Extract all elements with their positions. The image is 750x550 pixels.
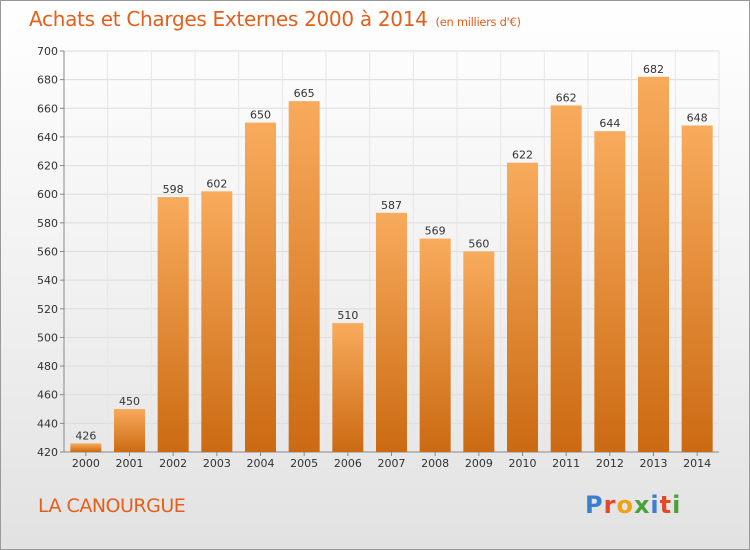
logo-letter: x — [633, 491, 651, 519]
logo-letter: i — [672, 491, 682, 519]
y-tick-label: 620 — [37, 160, 58, 173]
x-tick-label: 2010 — [509, 457, 537, 470]
bar — [594, 131, 626, 452]
location-name: LA CANOURGUE — [38, 495, 186, 517]
logo-letter: P — [585, 491, 604, 519]
y-tick-label: 560 — [37, 246, 58, 259]
bar — [681, 125, 713, 452]
value-label: 622 — [512, 149, 533, 162]
value-label: 650 — [250, 109, 271, 122]
value-label: 426 — [75, 429, 96, 442]
bar — [507, 162, 538, 452]
value-label: 587 — [381, 199, 402, 212]
value-label: 682 — [643, 63, 664, 76]
x-tick-label: 2007 — [378, 457, 406, 470]
y-tick-label: 440 — [37, 417, 58, 430]
x-tick-label: 2005 — [290, 457, 318, 470]
y-tick-labels: 420 440 460 480 500 520 540 560 580 600 620 640 660 6… — [37, 45, 58, 459]
value-label: 665 — [294, 87, 315, 100]
y-tick-label: 540 — [37, 274, 58, 287]
x-tick-label: 2012 — [596, 457, 624, 470]
x-tick-label: 2011 — [552, 457, 580, 470]
x-tick-label: 2002 — [159, 457, 187, 470]
bar — [70, 443, 102, 452]
chart-title-text: Achats et Charges Externes 2000 à 2014 — [29, 7, 428, 31]
y-tick-label: 680 — [37, 74, 58, 87]
value-label: 644 — [599, 117, 620, 130]
bar — [288, 101, 320, 452]
bar — [463, 251, 495, 452]
value-label: 510 — [337, 309, 358, 322]
logo-letter: i — [650, 491, 660, 519]
value-label: 598 — [163, 183, 184, 196]
x-tick-label: 2000 — [72, 457, 100, 470]
x-tick-label: 2001 — [116, 457, 144, 470]
y-tick-label: 600 — [37, 188, 58, 201]
value-label: 560 — [468, 238, 489, 251]
value-label: 450 — [119, 395, 140, 408]
y-tick-label: 640 — [37, 131, 58, 144]
logo-letter: o — [616, 491, 634, 519]
value-labels: 426 450 598 602 650 665 510 587 569 560 622 662 644 6… — [75, 63, 707, 443]
x-tick-label: 2014 — [683, 457, 711, 470]
y-tick-label: 460 — [37, 389, 58, 402]
bar — [419, 238, 451, 452]
bar — [201, 191, 233, 452]
logo-letter: r — [603, 491, 617, 519]
y-tick-label: 480 — [37, 360, 58, 373]
value-label: 662 — [556, 91, 577, 104]
value-label: 648 — [687, 111, 708, 124]
logo-letter: t — [659, 491, 673, 519]
y-tick-label: 580 — [37, 217, 58, 230]
value-label: 569 — [425, 225, 446, 238]
y-tick-label: 420 — [37, 446, 58, 459]
bar — [332, 323, 364, 452]
y-tick-label: 700 — [37, 45, 58, 58]
x-tick-label: 2004 — [247, 457, 275, 470]
x-tick-labels: 2000 2001 2002 2003 2004 2005 2006 2007 2008 2009… — [72, 457, 711, 470]
proxiti-logo[interactable]: Proxiti — [585, 491, 681, 519]
bar — [376, 212, 407, 452]
x-tick-label: 2008 — [421, 457, 449, 470]
chart-title: Achats et Charges Externes 2000 à 2014 (e… — [29, 7, 521, 31]
x-tick-label: 2013 — [640, 457, 668, 470]
bar — [550, 105, 582, 453]
x-tick-label: 2006 — [334, 457, 362, 470]
x-tick-label: 2003 — [203, 457, 231, 470]
x-tick-label: 2009 — [465, 457, 493, 470]
y-tick-label: 660 — [37, 102, 58, 115]
bar — [638, 76, 669, 453]
bar — [157, 197, 189, 452]
y-tick-label: 520 — [37, 303, 58, 316]
y-tick-label: 500 — [37, 331, 58, 344]
bar — [114, 409, 145, 452]
bar — [245, 122, 276, 452]
bars — [70, 76, 713, 453]
chart-subtitle: (en milliers d'€) — [435, 15, 521, 29]
value-label: 602 — [206, 177, 227, 190]
